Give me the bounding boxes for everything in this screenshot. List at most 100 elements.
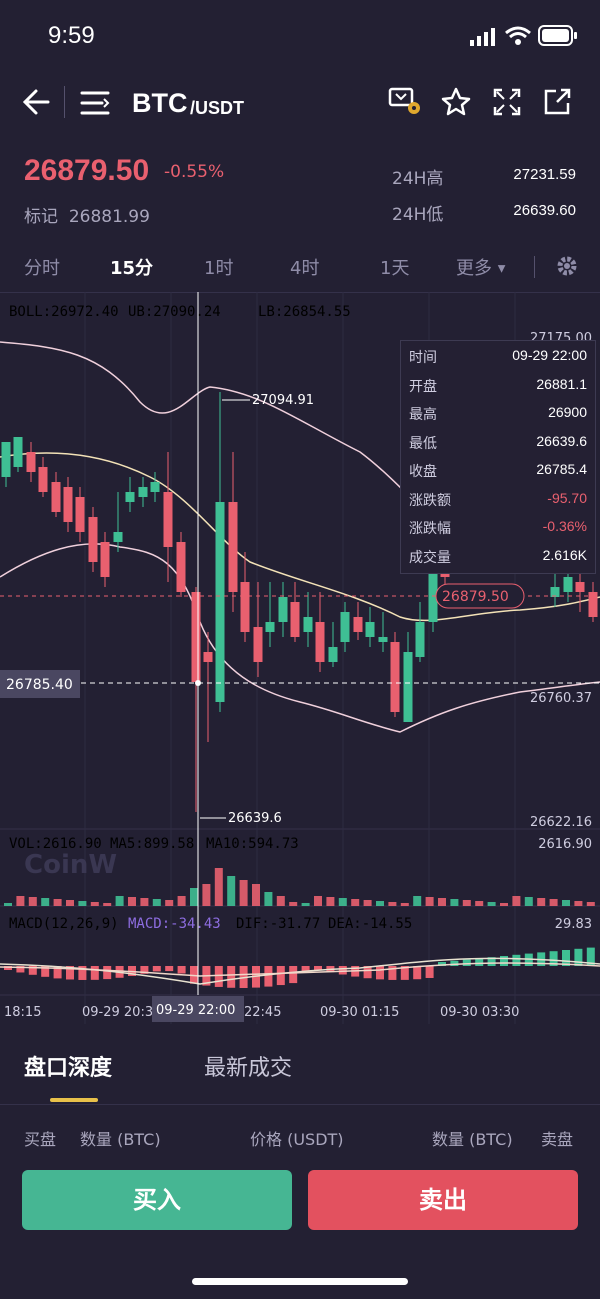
candle-body	[265, 622, 275, 632]
info-value: 26785.4	[536, 461, 587, 477]
tab-more[interactable]: 更多 ▼	[456, 254, 505, 280]
tab-1d[interactable]: 1天	[380, 258, 410, 279]
volume-bar	[388, 902, 397, 906]
macd-bar	[214, 966, 223, 987]
price-label: 价格 (USDT)	[250, 1130, 344, 1149]
volume-bar	[301, 903, 310, 906]
volume-bar	[165, 900, 174, 906]
boll-ub: UB:27090.24	[128, 304, 221, 320]
info-value: -95.70	[547, 489, 587, 506]
high-marker: 27094.91	[252, 393, 314, 408]
macd-bar	[152, 966, 161, 972]
interval-tabs: 分时 15分 1时 4时 1天 更多 ▼	[0, 244, 600, 288]
candle-body	[550, 587, 560, 597]
ma10-value: MA10:594.73	[206, 836, 299, 852]
home-indicator	[192, 1278, 408, 1285]
candle-body	[340, 612, 350, 642]
macd-bar	[165, 966, 174, 972]
macd-bar	[574, 948, 583, 966]
macd-bar	[28, 966, 37, 975]
macd-bar	[438, 962, 446, 966]
gear-icon[interactable]	[555, 254, 579, 278]
time-label: 09-29 20:3	[82, 1005, 153, 1020]
info-row: 最低 26639.6	[409, 433, 587, 461]
tab-latest-trades[interactable]: 最新成交	[204, 1056, 293, 1081]
tab-timeshare[interactable]: 分时	[24, 258, 60, 279]
back-arrow-icon[interactable]	[22, 88, 50, 116]
boll-value: BOLL:26972.40	[9, 304, 119, 320]
crosshair-time-tag	[152, 996, 244, 1022]
info-key: 时间	[409, 350, 437, 366]
volume-bar	[289, 902, 298, 906]
volume-bar	[363, 900, 372, 906]
volume-bar	[227, 876, 236, 906]
candle-body	[63, 487, 73, 522]
tab-15m[interactable]: 15分	[110, 258, 154, 279]
macd-bar	[41, 966, 50, 977]
info-row: 收盘 26785.4	[409, 461, 587, 489]
info-key: 最高	[409, 407, 437, 423]
candle-body	[191, 592, 201, 682]
volume-bar	[462, 900, 471, 906]
candle-body	[113, 532, 123, 542]
crosshair-time: 09-29 22:00	[156, 1003, 235, 1018]
candle-body	[38, 467, 48, 492]
volume-bar	[524, 897, 533, 906]
info-row: 时间 09-29 22:00	[409, 347, 587, 375]
volume-bar	[128, 897, 136, 906]
info-value: 26881.1	[536, 375, 587, 392]
low-value: 26639.60	[513, 202, 576, 219]
share-icon[interactable]	[543, 88, 573, 116]
volume-bar	[202, 884, 211, 906]
tab-depth[interactable]: 盘口深度	[24, 1056, 113, 1081]
candle-body	[403, 652, 413, 722]
vol-axis: 2616.90	[538, 837, 592, 852]
info-row: 涨跌额 -95.70	[409, 490, 587, 518]
macd-bar	[177, 966, 186, 974]
volume-bar	[252, 884, 260, 906]
fullscreen-icon[interactable]	[493, 88, 521, 116]
info-value: 26900	[548, 404, 587, 420]
crosshair-dot	[195, 680, 201, 686]
star-icon[interactable]	[440, 86, 472, 118]
candle-body	[75, 497, 85, 532]
volume-bar	[4, 903, 12, 906]
macd-bar	[289, 966, 298, 984]
tab-1h[interactable]: 1时	[204, 258, 234, 279]
info-row: 开盘 26881.1	[409, 376, 587, 404]
macd-bar	[338, 966, 347, 975]
volume-bar	[351, 899, 360, 906]
volume-bar	[586, 902, 595, 906]
volume-bar	[400, 903, 409, 906]
macd-bar	[524, 953, 533, 966]
macd-bar	[586, 947, 595, 966]
info-key: 涨跌幅	[409, 521, 451, 537]
candle-body	[303, 617, 313, 632]
macd-bar	[363, 966, 372, 979]
candle-body	[290, 602, 300, 637]
candle-body	[138, 487, 148, 497]
sell-button[interactable]: 卖出	[308, 1170, 578, 1230]
chart-settings-icon[interactable]	[388, 86, 424, 118]
macd-bar	[413, 966, 422, 980]
volume-bar	[438, 898, 446, 906]
boll-mid	[0, 452, 600, 622]
candle-body	[563, 577, 573, 592]
tab-4h[interactable]: 4时	[290, 258, 320, 279]
candle-body	[215, 502, 225, 702]
macd-bar	[376, 966, 384, 980]
divider	[64, 86, 65, 118]
macd-bar	[264, 966, 273, 987]
volume-bar	[562, 900, 570, 906]
menu-icon[interactable]	[80, 90, 110, 116]
volume-bar	[425, 897, 434, 906]
buy-button[interactable]: 买入	[22, 1170, 292, 1230]
volume-bar	[90, 902, 99, 906]
volume-bar	[574, 901, 583, 906]
candle-body	[365, 622, 375, 637]
pair-quote: /USDT	[190, 98, 244, 118]
macd-bar	[90, 966, 99, 980]
volume-bar	[512, 896, 521, 906]
boll-lower	[0, 543, 600, 733]
volume-bar	[549, 899, 558, 906]
